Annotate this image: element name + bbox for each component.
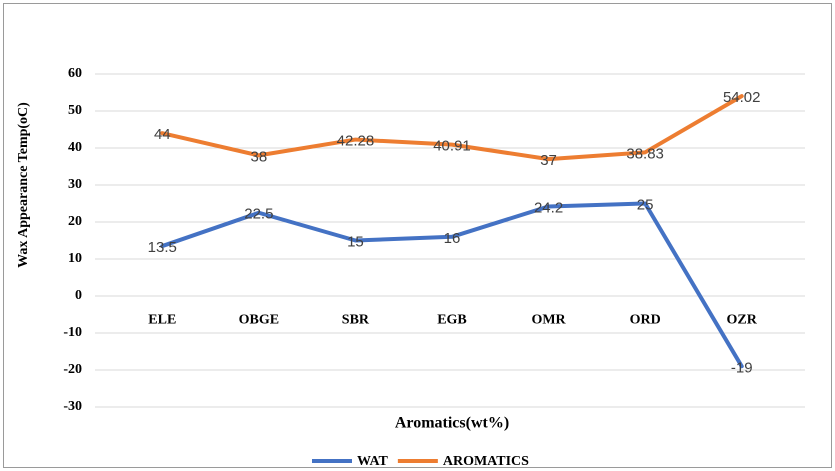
x-tick-label: SBR — [342, 312, 370, 327]
data-label: -19 — [731, 359, 753, 376]
y-tick-label: 0 — [75, 288, 82, 303]
data-label: 54.02 — [723, 89, 761, 106]
x-tick-label: EGB — [437, 312, 467, 327]
legend-label: AROMATICS — [443, 454, 529, 469]
chart-border — [3, 3, 832, 468]
series-line — [160, 94, 744, 162]
data-label: 37 — [540, 152, 557, 169]
data-label: 16 — [444, 230, 461, 247]
y-tick-label: 20 — [68, 214, 82, 229]
x-tick-label: OBGE — [239, 312, 279, 327]
data-label: 40.91 — [433, 138, 471, 155]
data-label: 25 — [637, 196, 654, 213]
data-label: 38 — [251, 148, 268, 165]
x-tick-label: ORD — [630, 312, 661, 327]
y-axis-title: Wax Appearance Temp(oC) — [16, 102, 31, 268]
y-tick-label: 40 — [68, 140, 82, 155]
data-label: 22.5 — [244, 206, 273, 223]
data-label: 38.83 — [626, 145, 664, 162]
y-tick-label: 10 — [68, 251, 82, 266]
y-tick-label: -30 — [63, 399, 82, 414]
data-label: 42.28 — [337, 133, 375, 150]
y-tick-label: -20 — [63, 362, 82, 377]
data-label: 15 — [347, 233, 364, 250]
data-label: 44 — [154, 126, 171, 143]
data-label: 13.5 — [148, 239, 177, 256]
x-axis-title: Aromatics(wt%) — [395, 415, 509, 432]
y-tick-label: 60 — [68, 66, 82, 81]
data-label: 24.2 — [534, 199, 563, 216]
x-tick-label: OZR — [727, 312, 758, 327]
legend-label: WAT — [357, 454, 389, 469]
x-tick-label: ELE — [148, 312, 176, 327]
y-tick-label: 50 — [68, 103, 82, 118]
y-tick-label: 30 — [68, 177, 82, 192]
series-line — [160, 201, 744, 369]
y-tick-label: -10 — [63, 325, 82, 340]
x-tick-label: OMR — [531, 312, 566, 327]
